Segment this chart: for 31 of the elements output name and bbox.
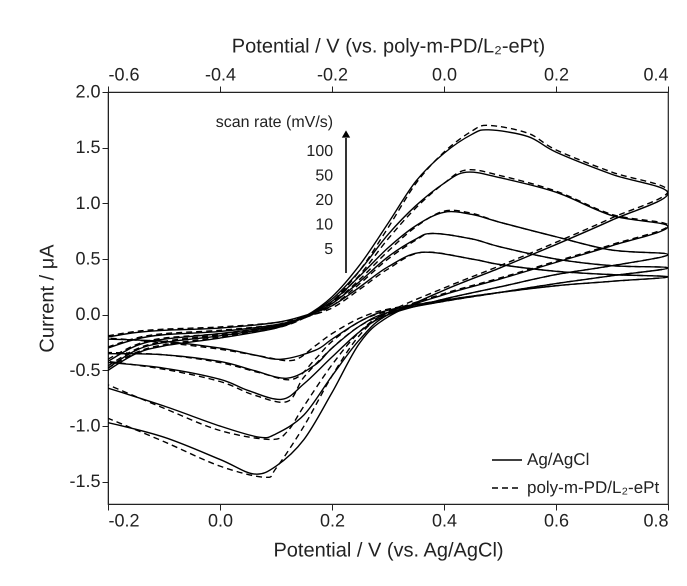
x-tick-label: -0.2 [108,510,140,530]
annotation: 100 [306,143,334,160]
y-tick-label: -1.5 [69,471,100,492]
x-tick-label: 0.4 [432,510,458,530]
x-tick-label: 0.0 [208,510,234,530]
y-tick-label: 0.5 [75,248,100,269]
annotation: scan rate (mV/s) [216,114,334,131]
x2-tick-label: -0.6 [108,64,140,84]
annotation: 50 [315,168,334,184]
y-tick-label: 0.0 [75,304,100,324]
x2-tick-label: 0.4 [643,64,668,84]
y-tick-label: -1.0 [69,416,100,436]
x-axis-title: Potential / V (vs. Ag/AgCl) [273,540,504,562]
y-tick-label: 1.0 [75,192,100,213]
x2-tick-label: 0.0 [432,64,458,84]
x-tick-label: 0.6 [544,510,570,530]
x-tick-label: 0.2 [320,510,346,530]
x-tick-label: 0.8 [643,510,668,530]
y-axis-title: Current / μA [36,244,58,353]
y-tick-label: 2.0 [75,82,100,102]
annotation: 20 [315,192,334,209]
annotation: 5 [324,241,334,258]
x2-axis-title: Potential / V (vs. poly-m-PD/L₂-ePt) [232,36,546,58]
y-tick-label: 1.5 [75,137,100,158]
x2-tick-label: -0.2 [316,64,348,84]
x2-tick-label: -0.4 [204,64,236,84]
x2-tick-label: 0.2 [544,64,570,84]
y-tick-label: -0.5 [69,360,100,380]
legend-label: poly-m-PD/L₂-ePt [527,478,660,497]
annotation: 10 [315,216,334,234]
legend-label: Ag/AgCl [527,450,590,469]
